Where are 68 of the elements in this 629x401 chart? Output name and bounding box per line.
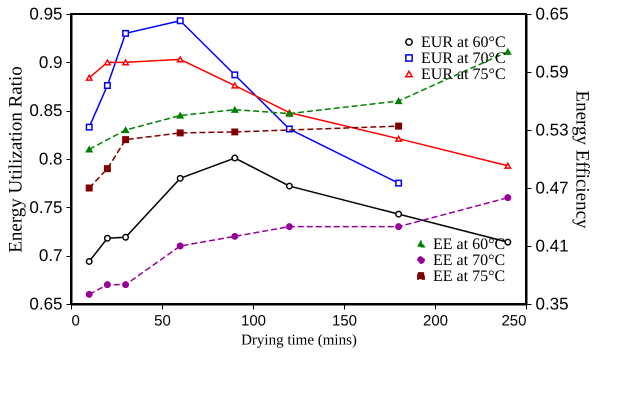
y-tick-label: 0.75 (29, 198, 62, 217)
point (395, 136, 402, 142)
point (231, 128, 238, 136)
legend-label: EUR at 60°C (421, 34, 506, 51)
point (504, 162, 512, 169)
point (395, 223, 402, 230)
point (122, 126, 130, 134)
y-tick-label: 0.7 (38, 246, 62, 266)
point (231, 71, 238, 78)
y2-tick-label: 0.59 (536, 62, 569, 82)
point (395, 98, 402, 104)
y2-tick-label: 0.53 (536, 120, 569, 140)
point (176, 129, 184, 136)
y-tick-label: 0.85 (29, 101, 62, 120)
point (395, 180, 402, 187)
legend-label: EE at 75°C (433, 268, 506, 285)
point (122, 136, 130, 144)
x-tick-label: 150 (332, 312, 358, 330)
point (104, 281, 111, 288)
y2-axis-title: Energy Efficiency (572, 90, 593, 230)
y2-tick-label: 0.41 (536, 236, 569, 256)
point (122, 30, 130, 37)
point (395, 210, 402, 218)
point (231, 154, 238, 162)
point (504, 238, 512, 246)
point (176, 242, 184, 250)
point (176, 56, 184, 63)
y-tick-label: 0.65 (29, 294, 62, 314)
legend-label: EUR at 75°C (421, 66, 506, 83)
point (86, 146, 93, 152)
point (231, 106, 238, 113)
point (504, 194, 512, 202)
point (176, 112, 184, 119)
x-axis-title: Drying time (mins) (241, 332, 357, 348)
legend-label: EE at 60°C (433, 236, 506, 253)
point (104, 82, 111, 90)
point (86, 74, 93, 81)
y2-tick-label: 0.65 (536, 4, 569, 24)
y-tick-label: 0.9 (38, 52, 62, 72)
y-axis-title: Energy Utilization Ratio (5, 66, 26, 253)
point (176, 17, 184, 24)
point (104, 165, 111, 172)
point (176, 174, 184, 182)
y-tick-label: 0.8 (38, 150, 62, 168)
point (231, 82, 238, 89)
y2-tick-label: 0.35 (536, 294, 569, 314)
point (122, 281, 130, 288)
x-tick-label: 250 (501, 312, 526, 330)
point (122, 59, 130, 66)
x-tick-label: 100 (240, 312, 266, 330)
point (504, 48, 512, 55)
point (86, 184, 93, 192)
point (86, 124, 93, 131)
point (86, 290, 93, 298)
point (286, 182, 293, 190)
x-tick-label: 0 (72, 312, 80, 330)
point (86, 258, 93, 265)
point (104, 234, 111, 242)
x-tick-label: 200 (422, 312, 448, 330)
y2-tick-label: 0.47 (536, 178, 569, 198)
legend-label: EE at 70°C (433, 252, 506, 269)
point (104, 59, 111, 66)
point (286, 223, 293, 230)
point (395, 122, 402, 130)
point (231, 232, 238, 240)
y-tick-label: 0.95 (29, 4, 62, 24)
x-tick-label: 50 (154, 312, 171, 330)
point (122, 234, 130, 241)
